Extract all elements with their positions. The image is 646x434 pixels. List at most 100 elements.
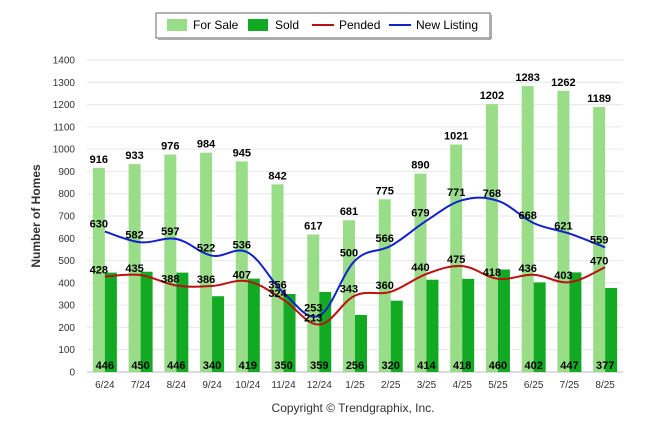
x-tick-label: 11/24 [271, 380, 296, 391]
data-label-sold: 359 [310, 360, 328, 372]
data-label-sold: 320 [382, 360, 400, 372]
data-label-new-listing: 356 [268, 280, 286, 292]
data-label-new-listing: 679 [411, 208, 429, 220]
data-label-pended: 470 [590, 255, 608, 267]
bar-sold [283, 294, 296, 372]
legend-label-for-sale: For Sale [193, 18, 239, 32]
data-label-sold: 450 [131, 360, 149, 372]
data-label-new-listing: 559 [590, 234, 608, 246]
data-label-new-listing: 522 [197, 243, 215, 255]
data-label-sold: 256 [346, 360, 364, 372]
legend-swatch-for-sale [167, 19, 187, 31]
y-tick-label: 0 [69, 368, 75, 379]
data-label-sold: 446 [96, 360, 114, 372]
data-label-pended: 403 [554, 270, 572, 282]
y-tick-label: 1200 [53, 100, 76, 111]
bar-sold [140, 271, 153, 372]
y-tick-label: 1100 [53, 122, 75, 133]
bar-for-sale [593, 107, 606, 372]
bar-sold [212, 296, 225, 372]
data-label-for-sale: 1021 [444, 130, 468, 142]
legend-label-pended: Pended [339, 18, 380, 32]
bar-for-sale [92, 167, 105, 372]
bar-sold [355, 314, 367, 372]
x-tick-label: 7/24 [131, 380, 151, 391]
data-label-new-listing: 630 [90, 219, 108, 231]
x-tick-label: 8/24 [167, 380, 187, 391]
data-label-for-sale: 890 [411, 160, 429, 172]
data-labels: 916 446 428 630 933 450 435 582 976 446 388 597 984 3… [90, 72, 615, 372]
data-label-sold: 350 [274, 360, 292, 372]
data-label-pended: 418 [483, 267, 501, 279]
data-label-for-sale: 1189 [587, 93, 611, 105]
data-label-pended: 343 [340, 284, 358, 296]
data-label-pended: 388 [161, 274, 179, 286]
y-tick-label: 200 [58, 323, 75, 334]
bar-sold [247, 278, 260, 372]
data-label-sold: 447 [560, 360, 578, 372]
bar-sold [319, 291, 332, 372]
bar-for-sale [307, 234, 320, 372]
bar-sold [426, 279, 439, 372]
legend: For Sale Sold Pended New Listing [155, 12, 492, 40]
y-tick-label: 300 [58, 301, 75, 312]
bar-sold [176, 272, 189, 372]
y-tick-label: 700 [58, 212, 75, 223]
y-tick-label: 400 [58, 278, 75, 289]
data-label-pended: 360 [376, 280, 394, 292]
data-label-for-sale: 1202 [480, 90, 504, 102]
bar-sold [533, 282, 546, 372]
data-label-sold: 402 [524, 360, 542, 372]
x-tick-label: 4/25 [452, 380, 472, 391]
x-axis-ticks: 6/24 7/24 8/24 9/24 10/24 11/24 12/24 1/25 2/25 3… [95, 380, 615, 391]
bar-for-sale [235, 161, 248, 372]
data-label-for-sale: 842 [268, 170, 286, 182]
data-label-new-listing: 768 [483, 188, 501, 200]
bar-sold [605, 287, 618, 372]
x-tick-label: 1/25 [345, 380, 365, 391]
legend-label-sold: Sold [275, 18, 299, 32]
y-axis-ticks: 0 100 200 300 400 500 600 700 800 900 1000 1100 1200… [53, 56, 76, 379]
data-label-pended: 428 [90, 265, 108, 277]
copyright-text: Copyright © Trendgraphix, Inc. [272, 401, 435, 415]
bar-for-sale [378, 199, 391, 372]
y-tick-label: 800 [58, 189, 75, 200]
data-label-for-sale: 984 [197, 139, 216, 151]
data-label-new-listing: 500 [340, 248, 358, 260]
bar-sold [497, 269, 510, 372]
line-pended [104, 265, 606, 326]
data-label-new-listing: 582 [125, 229, 143, 241]
data-label-new-listing: 621 [554, 221, 572, 233]
data-label-for-sale: 945 [233, 147, 251, 159]
data-label-sold: 414 [417, 360, 436, 372]
bar-sold [462, 278, 475, 372]
x-tick-label: 5/25 [488, 380, 508, 391]
bar-for-sale [485, 104, 498, 372]
data-label-pended: 324 [268, 288, 287, 300]
data-label-new-listing: 536 [233, 240, 251, 252]
data-label-new-listing: 566 [376, 233, 394, 245]
data-label-sold: 377 [596, 360, 614, 372]
y-tick-label: 600 [58, 234, 75, 245]
bar-for-sale [271, 184, 284, 372]
data-label-sold: 446 [167, 360, 185, 372]
data-label-for-sale: 775 [376, 185, 394, 197]
data-label-for-sale: 1262 [551, 77, 575, 89]
x-tick-label: 6/24 [95, 380, 115, 391]
data-label-for-sale: 617 [304, 220, 322, 232]
data-label-pended: 475 [447, 254, 465, 266]
data-label-sold: 460 [489, 360, 507, 372]
data-label-pended: 440 [411, 262, 429, 274]
data-label-new-listing: 597 [161, 226, 179, 238]
x-tick-label: 2/25 [381, 380, 401, 391]
y-axis-label: Number of Homes [29, 164, 43, 268]
data-label-pended: 435 [125, 263, 143, 275]
data-label-for-sale: 681 [340, 206, 358, 218]
y-tick-label: 1000 [53, 145, 76, 156]
x-tick-label: 12/24 [307, 380, 332, 391]
bars [92, 86, 618, 373]
bar-for-sale [164, 154, 177, 372]
x-tick-label: 9/24 [202, 380, 222, 391]
bar-for-sale [521, 86, 534, 373]
